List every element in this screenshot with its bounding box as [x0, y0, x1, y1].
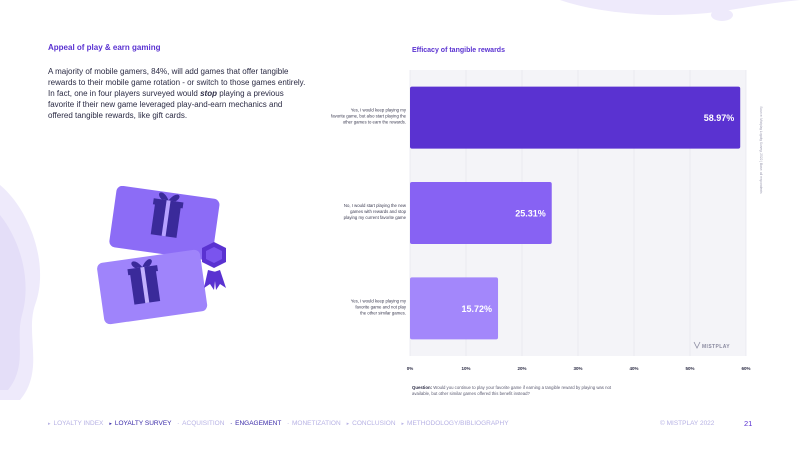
emphasis-text: stop — [200, 89, 217, 98]
chart-title: Efficacy of tangible rewards — [412, 47, 505, 54]
gift-card-icon — [109, 186, 220, 261]
bar-value-label: 25.31% — [515, 209, 546, 219]
footer-nav-item[interactable]: - ACQUISITION — [178, 420, 225, 427]
x-tick-label: 50% — [685, 366, 694, 371]
category-label: No, I would start playing the new games w… — [344, 203, 407, 220]
bar — [410, 182, 552, 244]
page-number: 21 — [744, 419, 753, 428]
footer-nav-item[interactable]: ▸ CONCLUSION — [347, 420, 396, 427]
footer-nav-label: CONCLUSION — [352, 420, 396, 427]
background-dot — [711, 9, 733, 21]
footer-nav-label: ENGAGEMENT — [235, 420, 282, 427]
x-tick-label: 30% — [573, 366, 582, 371]
footer-nav-label: ACQUISITION — [182, 420, 225, 427]
footer-nav-item[interactable]: ▸ LOYALTY SURVEY — [109, 420, 171, 427]
section-body: A majority of mobile gamers, 84%, will a… — [48, 67, 306, 120]
category-label: Yes, I would keep playing my favorite gam… — [331, 108, 407, 125]
nav-marker-icon: ▸ — [346, 420, 350, 427]
footer-nav-label: LOYALTY SURVEY — [114, 420, 172, 427]
category-label: Yes, I would keep playing my favorite gam… — [351, 298, 407, 315]
x-tick-label: 60% — [741, 366, 750, 371]
footer-nav-label: METHODOLOGY/BIBLIOGRAPHY — [407, 420, 509, 427]
nav-marker-icon: - — [230, 420, 233, 427]
survey-question: Question: Would you continue to play you… — [412, 385, 612, 396]
nav-marker-icon: ▸ — [401, 420, 405, 427]
copyright: © MISTPLAY 2022 — [660, 420, 715, 427]
bar-value-label: 15.72% — [462, 304, 493, 314]
nav-marker-icon: - — [287, 420, 290, 427]
badge-icon — [202, 242, 226, 290]
gift-card-illustration — [97, 186, 226, 325]
bar-value-label: 58.97% — [704, 113, 735, 123]
gift-card-icon — [97, 249, 208, 325]
x-tick-label: 20% — [517, 366, 526, 371]
footer-navigation: ▸ LOYALTY INDEX ▸ LOYALTY SURVEY - ACQUISITIO… — [48, 420, 515, 427]
footer-nav-item[interactable]: ▸ METHODOLOGY/BIBLIOGRAPHY — [402, 420, 509, 427]
mistplay-logo-icon — [693, 341, 701, 349]
nav-marker-icon: - — [177, 420, 180, 427]
footer-nav-item[interactable]: - MONETIZATION — [287, 420, 340, 427]
background-blob-left — [0, 185, 41, 400]
x-tick-label: 40% — [629, 366, 638, 371]
bar — [410, 277, 499, 340]
footer-nav-label: LOYALTY INDEX — [53, 420, 104, 427]
x-tick-label: 10% — [461, 366, 470, 371]
footer-nav-label: MONETIZATION — [292, 420, 341, 427]
source-note: Source: Mistplay Loyalty Survey, 2022 | … — [759, 106, 763, 194]
x-tick-label: 0% — [407, 366, 414, 371]
nav-marker-icon: ▸ — [48, 420, 51, 427]
section-title: Appeal of play & earn gaming — [48, 43, 161, 52]
bar-chart: 58.97% 25.31% 15.72% Yes, I would keep pla… — [331, 70, 763, 371]
footer-nav-item[interactable]: - ENGAGEMENT — [230, 420, 281, 427]
nav-marker-icon: ▸ — [109, 420, 112, 427]
watermark-logo: MISTPLAY — [702, 344, 730, 350]
bar — [410, 86, 741, 149]
footer-nav-item[interactable]: ▸ LOYALTY INDEX — [48, 420, 103, 427]
background-blob-top — [560, 0, 800, 15]
